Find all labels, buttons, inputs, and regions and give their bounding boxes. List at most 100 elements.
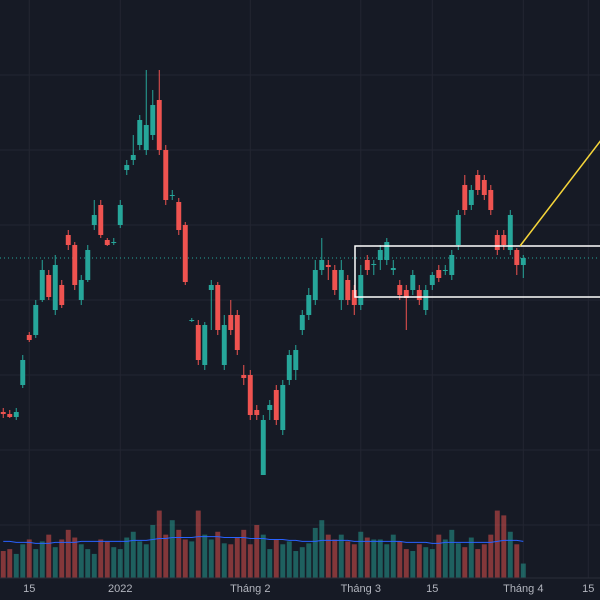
candle-body	[501, 235, 507, 245]
volume-bar	[481, 544, 487, 578]
candle-body	[117, 205, 123, 225]
candle-body	[234, 315, 240, 350]
volume-bar	[241, 529, 247, 578]
candle-body	[286, 355, 292, 380]
candle-body	[221, 325, 227, 365]
volume-bar	[156, 510, 162, 578]
volume-bar	[416, 544, 422, 578]
candle-body	[325, 265, 331, 267]
candle-body	[397, 285, 403, 295]
volume-bar	[429, 549, 435, 578]
volume-bar	[104, 541, 110, 578]
candle-body	[403, 290, 409, 298]
x-tick-label: 15	[23, 583, 35, 595]
candle-body	[332, 270, 338, 290]
volume-bar	[280, 544, 286, 578]
volume-bar	[397, 541, 403, 578]
x-tick-label: Tháng 4	[503, 583, 543, 595]
candle-body	[410, 275, 416, 290]
volume-bar	[306, 543, 312, 578]
volume-bar	[91, 553, 97, 578]
candle-body	[273, 390, 279, 420]
volume-bar	[247, 544, 253, 578]
volume-bar	[208, 539, 214, 578]
volume-bar	[358, 531, 364, 578]
candle-body	[91, 215, 97, 225]
candle-body	[202, 325, 208, 365]
candle-body	[319, 260, 325, 270]
volume-bar	[286, 541, 292, 578]
range-box	[354, 245, 600, 298]
candle-body	[494, 235, 500, 250]
candle-body	[514, 250, 520, 265]
candle-body	[254, 410, 260, 415]
x-tick-label: 15	[426, 583, 438, 595]
candle-body	[338, 270, 344, 300]
candle-body	[384, 242, 390, 260]
candle-body	[475, 175, 481, 190]
candle-body	[7, 414, 13, 417]
volume-bar	[488, 534, 494, 578]
volume-bar	[163, 534, 169, 578]
volume-bar	[364, 537, 370, 578]
candle-body	[72, 245, 78, 285]
candle-body	[0, 412, 6, 414]
candle-body	[507, 215, 513, 250]
x-axis-labels: 15 2022 Tháng 2 Tháng 3 15 Tháng 4 15	[23, 583, 594, 595]
candle-body	[416, 290, 422, 300]
volume-bar	[46, 534, 52, 578]
volume-bar	[221, 543, 227, 578]
candle-body	[358, 275, 364, 305]
candle-body	[481, 180, 487, 195]
x-tick-label: 15	[582, 583, 594, 595]
x-tick-label: Tháng 2	[230, 583, 270, 595]
candle-body	[228, 315, 234, 330]
volume-bar	[514, 544, 520, 578]
volume-bar	[442, 539, 448, 578]
volume-bar	[332, 539, 338, 578]
volume-bar	[26, 539, 32, 578]
candle-body	[143, 125, 149, 150]
candle-body	[26, 335, 32, 340]
volume-bar	[130, 531, 136, 578]
volume-bar	[507, 531, 513, 578]
candle-body	[104, 240, 110, 245]
volume-bar	[475, 549, 481, 578]
volume-bar	[377, 539, 383, 578]
candle-body	[345, 280, 351, 300]
candle-body	[488, 190, 494, 210]
candle-body	[260, 420, 266, 475]
volume-bar	[345, 541, 351, 578]
candle-body	[65, 235, 71, 245]
candle-body	[462, 185, 468, 210]
volume-bar	[267, 549, 273, 578]
candle-body	[39, 270, 45, 300]
volume-bar	[202, 534, 208, 578]
candle-body	[299, 315, 305, 330]
volume-bar	[124, 537, 130, 578]
volume-bar	[325, 534, 331, 578]
volume-bar	[319, 520, 325, 578]
volume-bar	[390, 534, 396, 578]
volume-bar	[65, 529, 71, 578]
candle-body	[247, 375, 253, 415]
candle-body	[20, 360, 26, 385]
candle-body	[312, 270, 318, 300]
volume-bar	[494, 510, 500, 578]
volume-bar	[0, 551, 6, 578]
candle-body	[241, 375, 247, 378]
volume-bar	[78, 544, 84, 578]
volume-bar	[234, 537, 240, 578]
volume-bar	[215, 531, 221, 578]
volume-bar	[273, 539, 279, 578]
candle-body	[13, 412, 19, 417]
volume-bar	[468, 537, 474, 578]
candle-body	[52, 265, 58, 310]
candle-body	[176, 202, 182, 230]
candle-body	[137, 120, 143, 145]
x-tick-label: 2022	[108, 583, 132, 595]
volume-bar	[72, 537, 78, 578]
volume-bar	[299, 547, 305, 578]
candle-body	[78, 280, 84, 300]
